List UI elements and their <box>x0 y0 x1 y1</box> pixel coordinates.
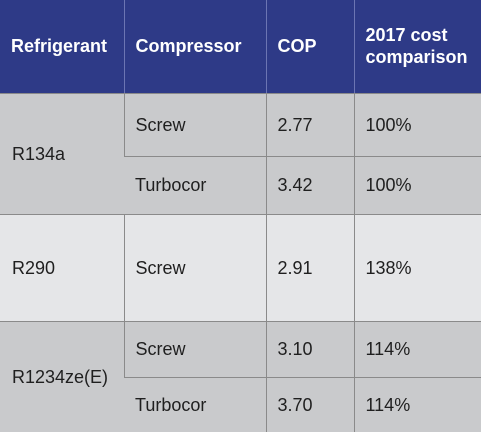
header-cost-comparison: 2017 cost comparison <box>353 0 481 94</box>
cost-cell: 138% <box>353 214 481 322</box>
refrigerant-cell: R290 <box>0 214 124 322</box>
cost-cell: 100% <box>353 156 481 215</box>
compressor-cell: Screw <box>123 93 266 157</box>
header-cost-line2: comparison <box>365 47 468 68</box>
compressor-cell: Screw <box>123 321 266 378</box>
group-r134a: R134a Screw 2.77 100% Turbocor 3.42 100% <box>0 93 481 215</box>
table-row: Turbocor 3.70 114% <box>0 377 481 432</box>
header-compressor: Compressor <box>123 0 266 94</box>
cop-cell: 2.91 <box>265 214 354 322</box>
table-row: R290 Screw 2.91 138% <box>0 214 481 322</box>
group-r290: R290 Screw 2.91 138% <box>0 214 481 322</box>
compressor-cell: Turbocor <box>124 377 266 432</box>
refrigerant-cell: R134a <box>0 93 124 215</box>
header-refrigerant: Refrigerant <box>0 0 124 94</box>
table-row: R134a Screw 2.77 100% <box>0 93 481 215</box>
cost-cell: 114% <box>353 321 481 378</box>
header-row: Refrigerant Compressor COP 2017 cost com… <box>0 0 481 94</box>
cost-cell: 114% <box>353 377 481 432</box>
cop-cell: 3.10 <box>265 321 354 378</box>
cop-cell: 2.77 <box>265 93 354 157</box>
compressor-cell: Screw <box>123 214 266 322</box>
cop-cell: 3.70 <box>265 377 354 432</box>
table-row: Turbocor 3.42 100% <box>0 156 481 215</box>
cop-cell: 3.42 <box>265 156 354 215</box>
header-cost-line1: 2017 cost <box>365 25 448 46</box>
refrigerant-cell: R1234ze(E) <box>0 321 124 432</box>
table-row: R1234ze(E) Screw 3.10 114% <box>0 321 481 432</box>
header-cop: COP <box>265 0 354 94</box>
cost-cell: 100% <box>353 93 481 157</box>
table-header: Refrigerant Compressor COP 2017 cost com… <box>0 0 481 94</box>
group-r1234ze: R1234ze(E) Screw 3.10 114% Turbocor 3.70… <box>0 321 481 432</box>
compressor-cell: Turbocor <box>124 156 266 215</box>
